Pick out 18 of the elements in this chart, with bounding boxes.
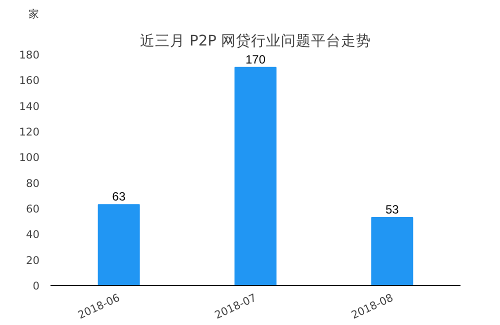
y-tick-label: 120 [19,126,40,138]
y-tick-label: 20 [26,254,40,267]
y-tick-label: 60 [26,202,40,216]
y-tick-label: 40 [26,228,40,242]
data-label: 170 [245,52,266,66]
y-axis-title: 家 [28,8,40,20]
data-label: 53 [385,202,400,216]
y-tick-label: 80 [26,176,40,190]
y-tick-label: 160 [19,74,40,88]
y-tick-label: 140 [19,100,40,113]
y-tick-label: 100 [19,151,40,164]
data-label: 63 [112,190,126,204]
bar [98,204,140,286]
chart-title: 近三月 P2P 网贷行业问题平台走势 [140,32,372,50]
y-tick-label: 180 [19,48,40,62]
bar [371,216,414,286]
bar [234,66,276,286]
y-tick-label: 0 [32,280,40,292]
